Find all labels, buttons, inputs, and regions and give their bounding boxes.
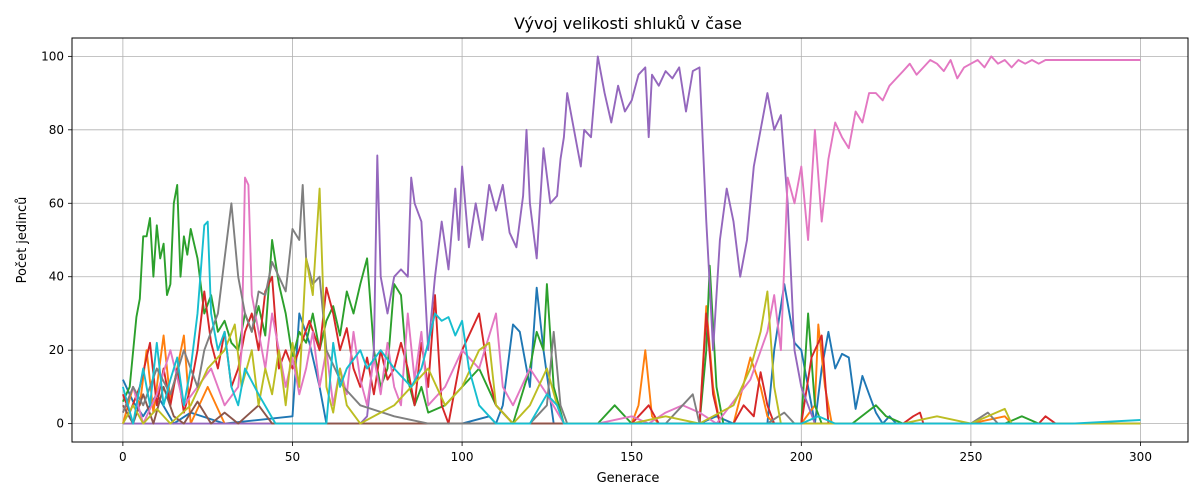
x-axis-label: Generace xyxy=(597,471,660,486)
series-layer xyxy=(121,55,1141,425)
y-tick-label: 20 xyxy=(49,343,64,357)
series-line-7 xyxy=(122,55,1141,425)
grid-lines xyxy=(72,38,1188,442)
series-line-3 xyxy=(122,183,1141,425)
y-axis: 0 20 40 60 80 100 xyxy=(41,49,72,431)
y-tick-label: 60 xyxy=(49,196,64,210)
plot-frame xyxy=(71,37,1189,443)
x-tick-label: 0 xyxy=(119,450,127,464)
y-tick-label: 80 xyxy=(49,123,64,137)
x-tick-label: 50 xyxy=(285,450,300,464)
y-tick-label: 0 xyxy=(56,417,64,431)
x-tick-label: 200 xyxy=(790,450,813,464)
x-tick-label: 300 xyxy=(1129,450,1152,464)
y-tick-label: 40 xyxy=(49,270,64,284)
x-tick-label: 250 xyxy=(959,450,982,464)
y-tick-label: 100 xyxy=(41,49,64,63)
series-line-4 xyxy=(122,275,1141,425)
x-axis: 0 50 100 150 200 250 300 xyxy=(119,442,1152,464)
series-line-10 xyxy=(121,220,1141,425)
y-axis-label: Počet jedinců xyxy=(15,197,30,284)
x-tick-label: 100 xyxy=(451,450,474,464)
series-line-5 xyxy=(122,55,1141,425)
chart-title: Vývoj velikosti shluků v čase xyxy=(514,14,742,33)
x-tick-label: 150 xyxy=(620,450,643,464)
